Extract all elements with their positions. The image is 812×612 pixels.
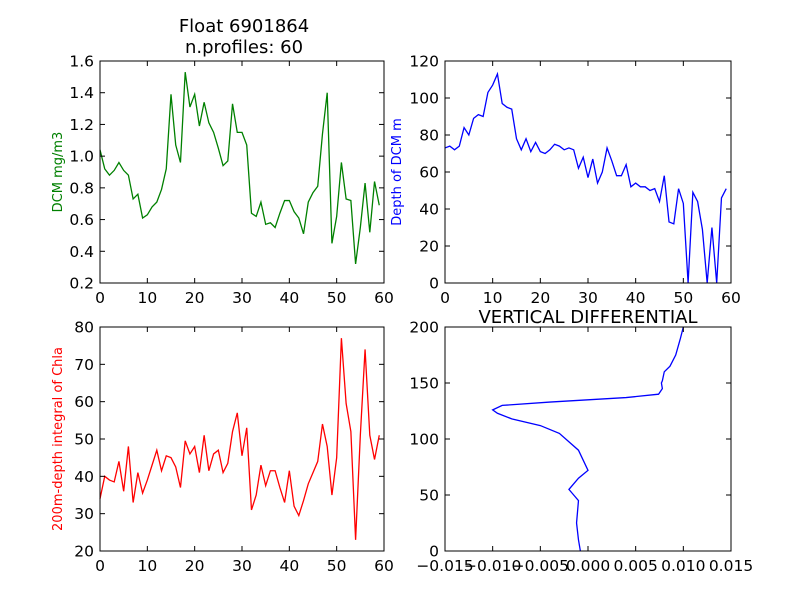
vertical-differential-ytick-label: 150 [409,375,439,393]
dcm-depth-xtick-label: 0 [440,289,450,307]
chla-integral-xtick-label: 50 [327,557,347,575]
dcm-concentration-ytick-label: 0.4 [69,243,94,261]
dcm-depth-ytick-label: 120 [409,53,439,71]
dcm-depth-xtick-label: 10 [483,289,503,307]
vertical-differential-ytick-label: 100 [409,431,439,449]
chla-integral-ytick-label: 40 [74,468,94,486]
dcm-depth-ytick-label: 80 [419,127,439,145]
vertical-differential-ytick-label: 50 [419,487,439,505]
vertical-differential-xtick-label: 0.005 [613,557,657,575]
dcm-depth-xtick-label: 30 [578,289,598,307]
panel-dcm-concentration: 0 10 20 30 40 50 60 0.2 0.4 0.6 0.8 1.0 1.2 1.4 1.6 DCM… [51,53,394,308]
vertical-differential-axes-frame [444,326,732,552]
dcm-concentration-xtick-label: 60 [374,289,394,307]
vertical-differential-ytick-label: 200 [409,319,439,337]
dcm-concentration-xtick-label: 20 [185,289,205,307]
vertical-differential-xtick-label: −0.015 [416,557,473,575]
dcm-depth-xtick-label: 60 [721,289,741,307]
chla-integral-xtick-label: 10 [137,557,157,575]
vertical-differential-xtick-label: 0.015 [709,557,753,575]
dcm-concentration-xtick-label: 0 [95,289,105,307]
chla-integral-ylabel: 200m-depth integral of Chla [51,347,66,531]
dcm-depth-xtick-label: 40 [626,289,646,307]
chla-integral-xtick-label: 30 [232,557,252,575]
chla-integral-xtick-label: 40 [279,557,299,575]
dcm-depth-xtick-label: 20 [530,289,550,307]
panel-chla-integral: 0 10 20 30 40 50 60 20 30 40 50 60 70 80 200m-depth in… [51,319,394,576]
dcm-concentration-axes-frame [99,60,385,284]
dcm-depth-series-line [444,71,727,284]
chla-integral-ytick-label: 20 [74,543,94,561]
vertical-differential-xtick-label: −0.005 [512,557,569,575]
chla-integral-ytick-label: 50 [74,431,94,449]
dcm-concentration-ylabel: DCM mg/m3 [51,132,66,213]
dcm-concentration-ytick-label: 1.4 [69,84,94,102]
dcm-concentration-ytick-label: 0.2 [69,275,94,293]
chla-integral-xtick-label: 20 [185,557,205,575]
vertical-differential-ytick-label: 0 [429,543,439,561]
chla-integral-xtick-label: 60 [374,557,394,575]
dcm-concentration-series-line [99,72,380,265]
dcm-depth-xtick-label: 50 [673,289,693,307]
dcm-concentration-ytick-label: 1.0 [69,148,94,166]
chla-integral-ytick-label: 30 [74,505,94,523]
dcm-depth-ytick-label: 20 [419,238,439,256]
dcm-depth-ylabel: Depth of DCM m [390,118,405,226]
figure-title-line1: Float 6901864 [179,16,309,37]
dcm-concentration-xtick-label: 10 [137,289,157,307]
vertical-differential-title: VERTICAL DIFFERENTIAL [478,307,697,328]
dcm-depth-ytick-label: 0 [429,275,439,293]
dcm-concentration-xtick-label: 30 [232,289,252,307]
vertical-differential-xtick-label: −0.010 [464,557,521,575]
panel-dcm-depth: 0 10 20 30 40 50 60 0 20 40 60 80 100 120 Depth of DCM… [390,53,741,308]
chla-integral-ytick-label: 80 [74,319,94,337]
dcm-concentration-xtick-label: 50 [327,289,347,307]
chla-integral-xtick-label: 0 [95,557,105,575]
dcm-concentration-ytick-label: 1.6 [69,53,94,71]
dcm-depth-ytick-label: 60 [419,164,439,182]
dcm-concentration-ytick-label: 0.6 [69,211,94,229]
chla-integral-series-line [99,338,380,540]
vertical-differential-xtick-label: 0.000 [566,557,610,575]
chla-integral-ytick-label: 60 [74,393,94,411]
dcm-concentration-ytick-label: 0.8 [69,179,94,197]
vertical-differential-series-line [491,326,684,552]
dcm-depth-ytick-label: 100 [409,90,439,108]
chla-integral-axes-frame [99,326,385,552]
dcm-concentration-xtick-label: 40 [279,289,299,307]
dcm-concentration-ytick-label: 1.2 [69,116,94,134]
dcm-depth-ytick-label: 40 [419,201,439,219]
chla-integral-ytick-label: 70 [74,356,94,374]
vertical-differential-xtick-label: 0.010 [661,557,705,575]
figure-title-line2: n.profiles: 60 [185,37,303,58]
